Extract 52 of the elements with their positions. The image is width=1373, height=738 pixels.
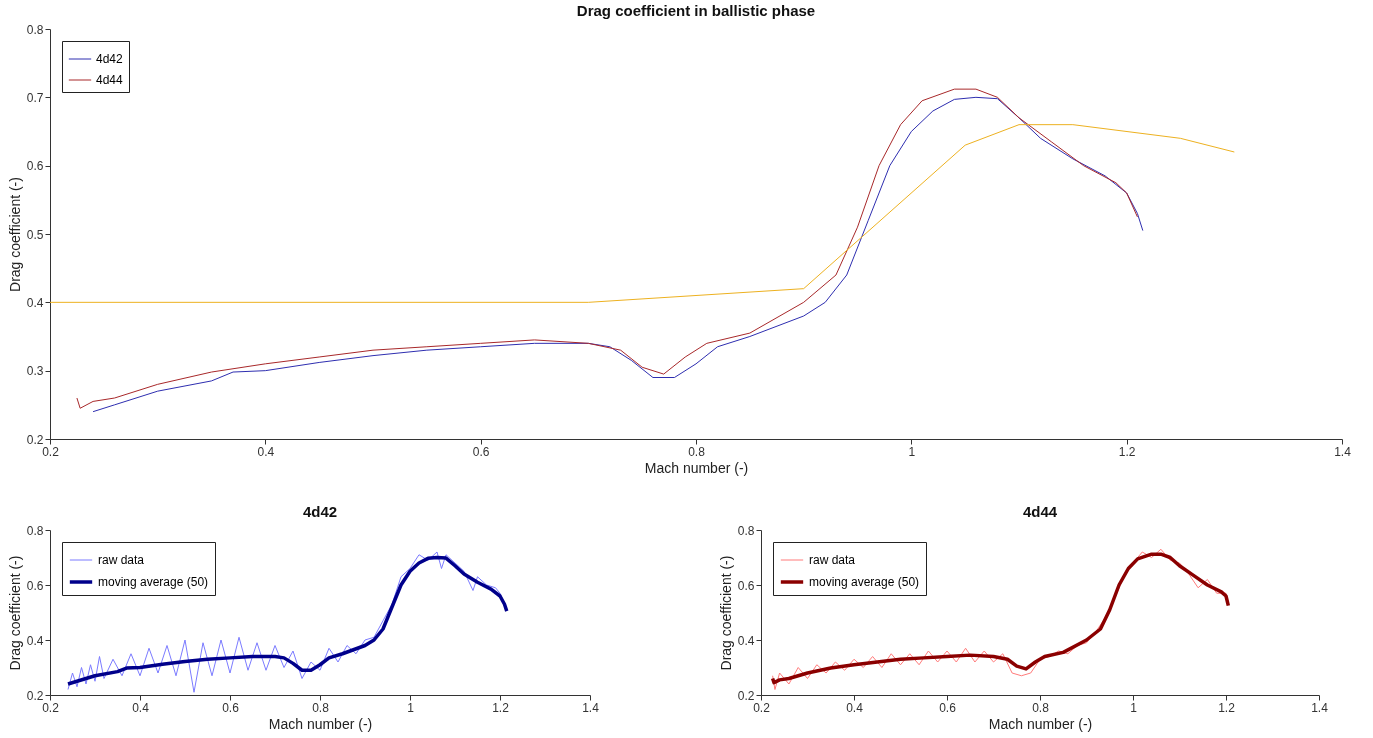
legend-label: 4d42	[96, 52, 124, 66]
y-tick-label: 0.6	[26, 159, 44, 174]
x-tick-label: 1.2	[1118, 444, 1136, 459]
y-tick-label: 0.4	[26, 295, 44, 310]
x-tick-label: 0.8	[1032, 700, 1050, 715]
y-tick-label: 0.8	[737, 523, 755, 538]
x-tick-label: 0.2	[42, 700, 60, 715]
y-tick-label: 0.8	[26, 523, 44, 538]
y-tick-label: 0.2	[26, 432, 44, 447]
x-tick-label: 0.6	[939, 700, 957, 715]
y-tick-label: 0.7	[26, 90, 44, 105]
x-tick-label: 0.4	[846, 700, 864, 715]
legend-label: moving average (50)	[809, 575, 920, 589]
line-series	[50, 124, 1235, 303]
chart-title: Drag coefficient in ballistic phase	[576, 2, 816, 19]
x-tick-label: 1	[1130, 700, 1138, 715]
y-tick-label: 0.6	[26, 578, 44, 593]
x-axis-title: Mach number (-)	[988, 715, 1093, 732]
y-tick-label: 0.2	[737, 688, 755, 703]
x-tick-label: 1	[908, 444, 916, 459]
x-tick-label: 1.4	[582, 700, 600, 715]
x-tick-label: 0.2	[753, 700, 771, 715]
chart-title: 4d42	[302, 503, 338, 520]
x-tick-label: 1	[407, 700, 415, 715]
y-axis-title: Drag coefficient (-)	[6, 555, 23, 671]
x-tick-label: 0.4	[257, 444, 275, 459]
y-axis-title: Drag coefficient (-)	[717, 555, 734, 671]
y-axis-title: Drag coefficient (-)	[6, 177, 23, 292]
x-tick-label: 1.2	[1218, 700, 1236, 715]
x-axis-title: Mach number (-)	[644, 459, 749, 476]
y-tick-label: 0.2	[26, 688, 44, 703]
x-tick-label: 0.6	[472, 444, 490, 459]
y-tick-label: 0.5	[26, 227, 44, 242]
x-tick-label: 1.4	[1334, 444, 1352, 459]
y-tick-label: 0.6	[737, 578, 755, 593]
x-tick-label: 0.2	[42, 444, 60, 459]
x-tick-label: 1.4	[1311, 700, 1329, 715]
y-tick-label: 0.8	[26, 22, 44, 37]
x-axis-title: Mach number (-)	[268, 715, 373, 732]
chart-title: 4d44	[1022, 503, 1058, 520]
y-tick-label: 0.3	[26, 364, 44, 379]
x-tick-label: 0.8	[312, 700, 330, 715]
x-tick-label: 0.6	[222, 700, 240, 715]
legend-label: raw data	[98, 553, 145, 567]
y-tick-label: 0.4	[26, 633, 44, 648]
x-tick-label: 0.4	[132, 700, 150, 715]
legend-label: moving average (50)	[98, 575, 209, 589]
y-tick-label: 0.4	[737, 633, 755, 648]
x-tick-label: 1.2	[492, 700, 510, 715]
legend-label: raw data	[809, 553, 856, 567]
legend-label: 4d44	[96, 73, 124, 87]
x-tick-label: 0.8	[688, 444, 706, 459]
